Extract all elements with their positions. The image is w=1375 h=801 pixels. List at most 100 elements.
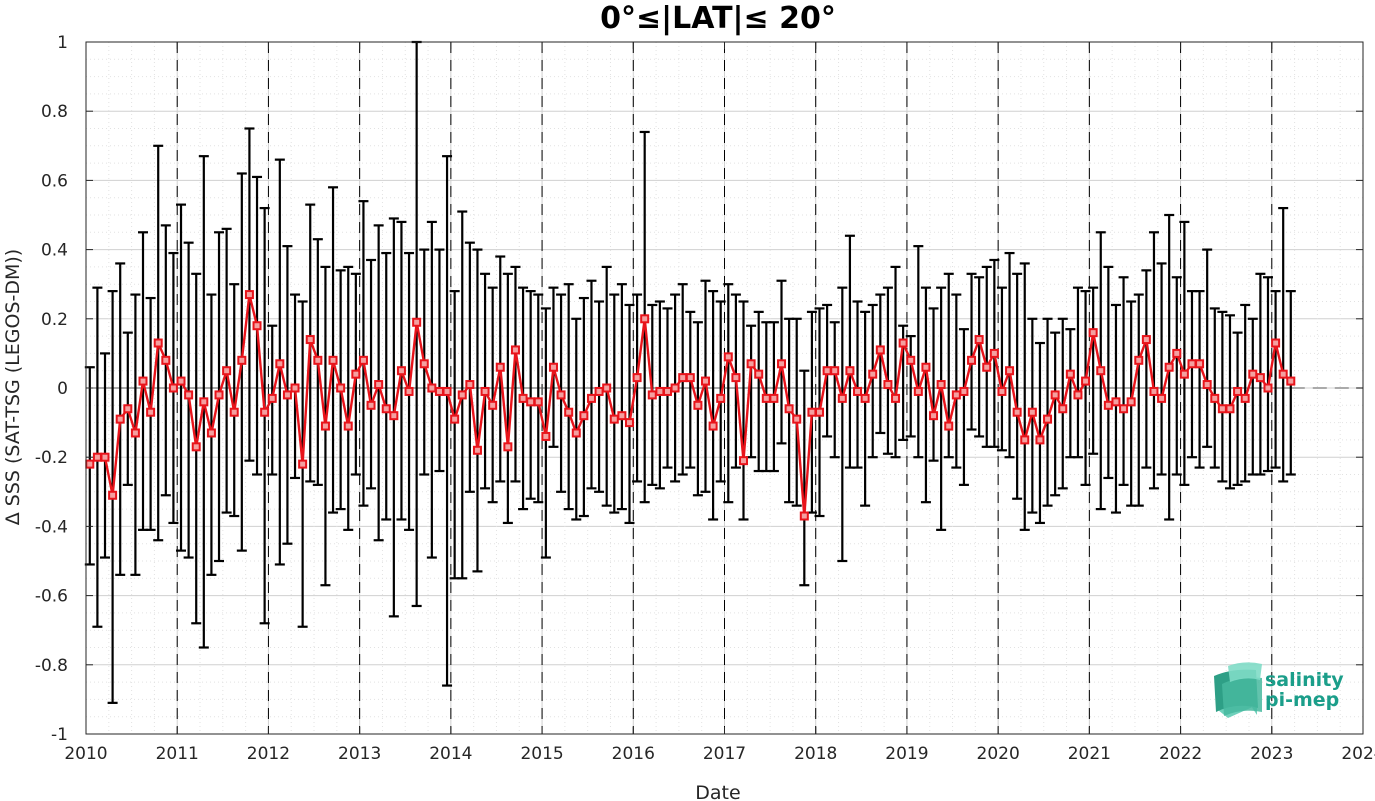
data-point: [184, 390, 194, 400]
data-point: [853, 386, 863, 396]
data-point: [457, 390, 467, 400]
error-bar: [1217, 310, 1228, 483]
data-point: [1088, 328, 1098, 338]
x-tick-label: 2024: [1341, 744, 1375, 764]
error-bar: [867, 303, 878, 459]
x-axis-label: Date: [695, 782, 740, 801]
axis-ticks: [85, 41, 1364, 735]
data-point: [1012, 407, 1022, 417]
error-bar: [844, 234, 855, 469]
error-bar: [472, 248, 483, 573]
x-tick-label: 2012: [247, 744, 290, 764]
data-point: [944, 421, 954, 431]
x-tick-label: 2023: [1250, 744, 1293, 764]
data-point: [237, 355, 247, 365]
data-point: [959, 386, 969, 396]
data-point: [533, 397, 543, 407]
data-point: [146, 407, 156, 417]
data-point: [1233, 386, 1243, 396]
data-point: [305, 335, 315, 345]
data-point: [693, 400, 703, 410]
data-point: [320, 421, 330, 431]
data-point: [1103, 400, 1113, 410]
error-bar: [1088, 286, 1099, 455]
data-point: [647, 390, 657, 400]
data-point: [822, 366, 832, 376]
error-bar: [837, 286, 848, 563]
error-bar: [685, 310, 696, 469]
chart-title: 0°≤|LAT|≤ 20°: [600, 1, 836, 36]
data-point: [1210, 393, 1220, 403]
data-point: [1217, 404, 1227, 414]
data-point: [1005, 366, 1015, 376]
x-tick-label: 2019: [885, 744, 928, 764]
data-point: [1065, 369, 1075, 379]
data-point: [526, 397, 536, 407]
data-point: [1248, 369, 1258, 379]
error-bar: [616, 283, 627, 511]
logo-wave-icon: [1214, 662, 1262, 718]
data-point: [860, 393, 870, 403]
error-bar: [1156, 262, 1167, 476]
data-point: [434, 386, 444, 396]
data-point: [503, 442, 513, 452]
data-point: [875, 345, 885, 355]
data-point: [982, 362, 992, 372]
data-point: [670, 383, 680, 393]
data-point: [1020, 435, 1030, 445]
data-point: [153, 338, 163, 348]
error-bar: [913, 245, 924, 459]
data-point: [891, 393, 901, 403]
error-bar: [525, 290, 536, 500]
data-point: [640, 314, 650, 324]
data-point: [548, 362, 558, 372]
y-tick-label: -0.6: [35, 587, 68, 607]
data-point: [678, 373, 688, 383]
data-point: [769, 393, 779, 403]
error-bar: [1141, 269, 1152, 469]
data-point: [389, 411, 399, 421]
data-point: [989, 348, 999, 358]
data-point: [1043, 414, 1053, 424]
y-tick-label: 0.6: [41, 171, 68, 191]
error-bar: [708, 290, 719, 521]
data-point: [260, 407, 270, 417]
y-tick-labels: -1 -0.8 -0.6 -0.4 -0.2 0 0.2 0.4 0.6 0.8 1: [35, 33, 68, 745]
data-point: [556, 390, 566, 400]
error-bar: [1110, 303, 1121, 514]
x-tick-label: 2022: [1159, 744, 1202, 764]
data-point: [1195, 359, 1205, 369]
data-point: [1111, 397, 1121, 407]
data-point: [754, 369, 764, 379]
error-bar: [1034, 341, 1045, 525]
data-point: [1027, 407, 1037, 417]
error-bar: [920, 286, 931, 504]
y-tick-label: 1: [57, 33, 68, 53]
data-point: [130, 428, 140, 438]
data-point: [602, 383, 612, 393]
error-bar: [1194, 290, 1205, 469]
data-point: [191, 442, 201, 452]
data-point: [480, 386, 490, 396]
data-point: [1278, 369, 1288, 379]
error-bar: [594, 300, 605, 493]
data-point: [328, 355, 338, 365]
salinity-pi-mep-logo: salinity pi-mep: [1214, 662, 1344, 718]
y-tick-label: 0.4: [41, 241, 68, 261]
data-point: [450, 414, 460, 424]
data-point: [115, 414, 125, 424]
data-point: [739, 456, 749, 466]
error-bar: [829, 321, 840, 459]
data-point: [488, 400, 498, 410]
data-point: [1119, 404, 1129, 414]
data-point: [290, 383, 300, 393]
data-point: [495, 362, 505, 372]
data-point: [913, 386, 923, 396]
data-point: [252, 321, 262, 331]
error-bar: [1050, 331, 1061, 497]
data-point: [815, 407, 825, 417]
data-point: [1225, 404, 1235, 414]
error-bar: [723, 283, 734, 504]
data-point: [777, 359, 787, 369]
